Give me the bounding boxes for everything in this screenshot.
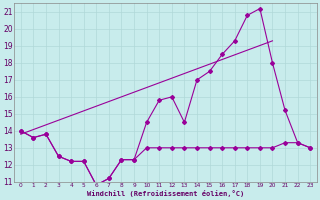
X-axis label: Windchill (Refroidissement éolien,°C): Windchill (Refroidissement éolien,°C) [87,190,244,197]
